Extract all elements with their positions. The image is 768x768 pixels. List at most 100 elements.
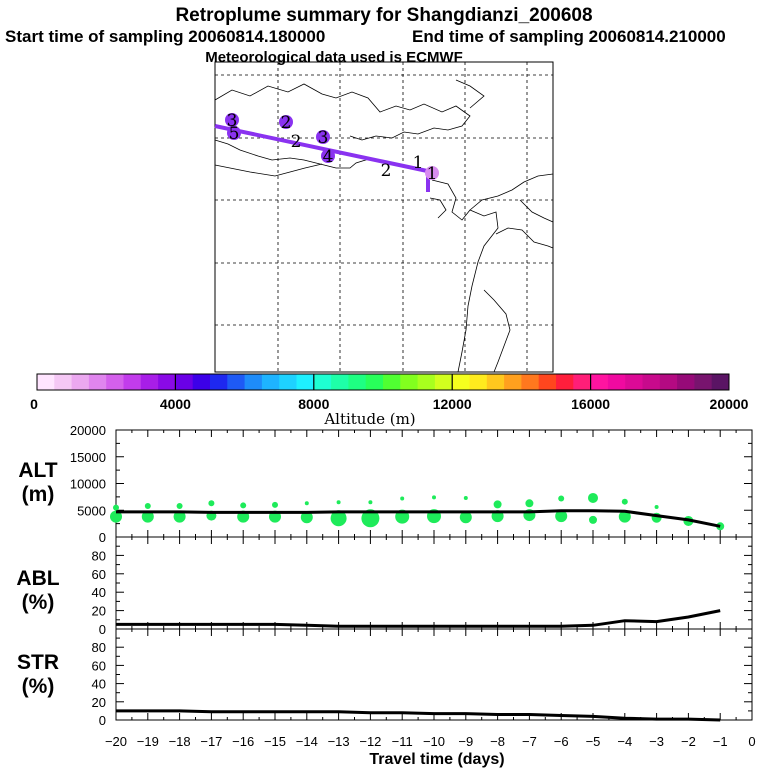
alt-bubble bbox=[361, 509, 380, 528]
colorbar-frame bbox=[36, 373, 730, 391]
colorbar-cell bbox=[261, 374, 280, 390]
colorbar-cell bbox=[365, 374, 384, 390]
figure-title: Retroplume summary for Shangdianzi_20060… bbox=[175, 5, 592, 26]
x-tick-label: −2 bbox=[681, 734, 696, 749]
alt-bubble bbox=[304, 501, 309, 506]
x-tick-label: −7 bbox=[522, 734, 537, 749]
colorbar-cell bbox=[642, 374, 661, 390]
colorbar-tick-labels: 0 4000 8000 12000 16000 20000 bbox=[30, 374, 749, 412]
alt-bubbles bbox=[110, 492, 725, 531]
x-tick-label: −19 bbox=[137, 734, 159, 749]
alt-bubble bbox=[176, 502, 183, 509]
met-data-label: Meteorological data used is ECMWF bbox=[205, 49, 463, 66]
colorbar-cell bbox=[573, 374, 591, 390]
alt-bubble bbox=[110, 510, 122, 523]
abl-panel-label: ABL bbox=[16, 567, 59, 590]
alt-bubble bbox=[208, 500, 215, 507]
alt-bubble bbox=[300, 511, 313, 524]
x-tick-label: −18 bbox=[169, 734, 191, 749]
alt-bubble bbox=[240, 502, 247, 509]
map-cluster-number: 5 bbox=[229, 124, 240, 144]
colorbar-cell bbox=[175, 374, 194, 390]
x-tick-label: −17 bbox=[200, 734, 222, 749]
colorbar-tick-label: 12000 bbox=[433, 396, 472, 412]
abl-ytick-label: 20 bbox=[92, 604, 106, 619]
colorbar-cells bbox=[37, 374, 730, 390]
map-cluster-number: 1 bbox=[427, 164, 438, 184]
str-ytick-label: 80 bbox=[92, 640, 106, 655]
colorbar-label: Altitude (m) bbox=[323, 410, 415, 428]
colorbar-cell bbox=[106, 374, 124, 390]
x-tick-label: −10 bbox=[423, 734, 445, 749]
map-cluster-number: 2 bbox=[381, 161, 392, 181]
colorbar-tick-label: 16000 bbox=[571, 396, 610, 412]
map-cluster-number: 4 bbox=[323, 147, 334, 167]
colorbar-cell bbox=[400, 374, 418, 390]
alt-bubble bbox=[272, 501, 278, 508]
colorbar-cell bbox=[158, 374, 176, 390]
x-tick-label: −13 bbox=[328, 734, 350, 749]
colorbar-cell bbox=[192, 374, 211, 390]
alt-bubble bbox=[589, 515, 597, 524]
colorbar-cell bbox=[244, 374, 263, 390]
colorbar-cell bbox=[37, 374, 55, 390]
abl-panel: 0 20 40 60 80 ABL (%) bbox=[16, 536, 753, 637]
alt-bubble bbox=[555, 510, 568, 523]
alt-bubble bbox=[113, 504, 119, 511]
x-tick-label: −4 bbox=[617, 734, 632, 749]
map-coastlines bbox=[214, 79, 554, 373]
map-cluster-bubble bbox=[425, 166, 439, 180]
colorbar-cell bbox=[313, 374, 332, 390]
alt-bubble bbox=[463, 495, 468, 500]
x-tick-label: −12 bbox=[359, 734, 381, 749]
x-tick-label: −6 bbox=[554, 734, 569, 749]
abl-line bbox=[116, 609, 721, 628]
colorbar-cell bbox=[556, 374, 574, 390]
map-cluster-number: 3 bbox=[227, 111, 238, 131]
colorbar-cell bbox=[417, 374, 436, 390]
str-panel-label: STR bbox=[17, 651, 59, 674]
colorbar-cell bbox=[504, 374, 522, 390]
map-cluster-number: 3 bbox=[318, 128, 329, 148]
colorbar-cell bbox=[590, 374, 609, 390]
alt-panel-label: ALT bbox=[18, 459, 57, 482]
colorbar-cell bbox=[383, 374, 401, 390]
x-axis-ticks: −20 −19 −18 −17 −16 −15 −14 −13 −12 −11 −10 −9 −8 −7−… bbox=[105, 734, 756, 749]
abl-panel-unit: (%) bbox=[22, 591, 55, 614]
colorbar-cell bbox=[434, 374, 453, 390]
colorbar-tick-label: 0 bbox=[30, 396, 38, 412]
x-tick-label: −8 bbox=[490, 734, 505, 749]
x-tick-label: −11 bbox=[392, 734, 413, 749]
str-panel: 0 20 40 60 80 STR (%) bbox=[17, 628, 753, 728]
alt-ytick-label: 0 bbox=[99, 530, 106, 545]
map-cluster-bubble bbox=[279, 115, 293, 129]
colorbar-cell bbox=[452, 374, 470, 390]
colorbar-cell bbox=[486, 374, 505, 390]
start-time-label: Start time of sampling 20060814.180000 bbox=[5, 27, 325, 46]
alt-ytick-label: 5000 bbox=[77, 503, 106, 518]
colorbar-cell bbox=[538, 374, 557, 390]
alt-bubble bbox=[618, 510, 631, 523]
alt-bubble bbox=[144, 502, 151, 509]
abl-ytick-label: 0 bbox=[99, 622, 106, 637]
alt-panel: 0 5000 10000 15000 20000 ALT (m) bbox=[18, 423, 753, 545]
map-cluster-number: 1 bbox=[413, 153, 424, 173]
x-tick-label: −14 bbox=[296, 734, 318, 749]
end-time-label: End time of sampling 20060814.210000 bbox=[412, 27, 726, 46]
alt-ytick-label: 15000 bbox=[70, 450, 106, 465]
alt-bubble bbox=[141, 510, 154, 523]
x-tick-label: −16 bbox=[232, 734, 254, 749]
map-cluster-bubble bbox=[316, 130, 330, 144]
str-panel-frame bbox=[115, 628, 753, 721]
alt-ytick-label: 10000 bbox=[70, 477, 106, 492]
alt-bubble bbox=[493, 500, 502, 509]
str-ytick-label: 60 bbox=[92, 658, 106, 673]
colorbar-cell bbox=[469, 374, 488, 390]
map-cluster-number: 2 bbox=[291, 132, 302, 152]
abl-ytick-label: 60 bbox=[92, 567, 106, 582]
map-cluster-number: 2 bbox=[281, 113, 292, 133]
alt-line bbox=[116, 509, 721, 528]
x-tick-label: −15 bbox=[264, 734, 286, 749]
x-tick-label: −5 bbox=[586, 734, 601, 749]
